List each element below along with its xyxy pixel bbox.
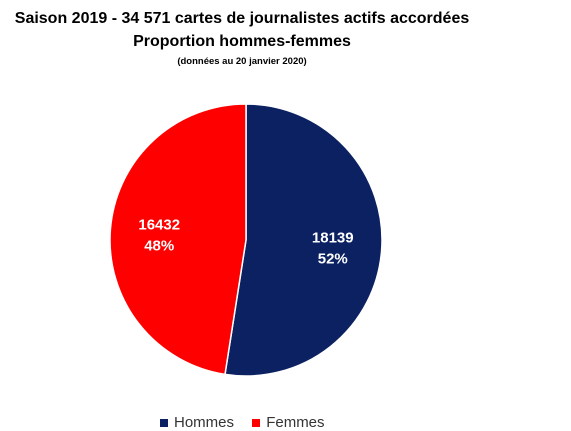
data-label-value-femmes: 16432 (138, 216, 180, 233)
chart-title: Saison 2019 - 34 571 cartes de journalis… (14, 10, 470, 27)
legend: Hommes Femmes (160, 414, 339, 431)
data-label-percent-femmes: 48% (144, 237, 174, 254)
legend-item-hommes: Hommes (160, 414, 234, 431)
data-label-percent-hommes: 52% (318, 251, 348, 268)
legend-swatch-femmes (252, 419, 261, 428)
chart-note: (données au 20 janvier 2020) (177, 56, 307, 67)
legend-label-hommes: Hommes (174, 414, 235, 431)
data-label-value-hommes: 18139 (312, 230, 354, 247)
legend-item-femmes: Femmes (252, 414, 325, 431)
legend-label-femmes: Femmes (266, 414, 325, 431)
legend-swatch-hommes (160, 419, 168, 428)
chart-subtitle: Proportion hommes-femmes (133, 33, 351, 50)
pie-slice-hommes (224, 103, 383, 377)
pie-slice-femmes (109, 103, 247, 376)
